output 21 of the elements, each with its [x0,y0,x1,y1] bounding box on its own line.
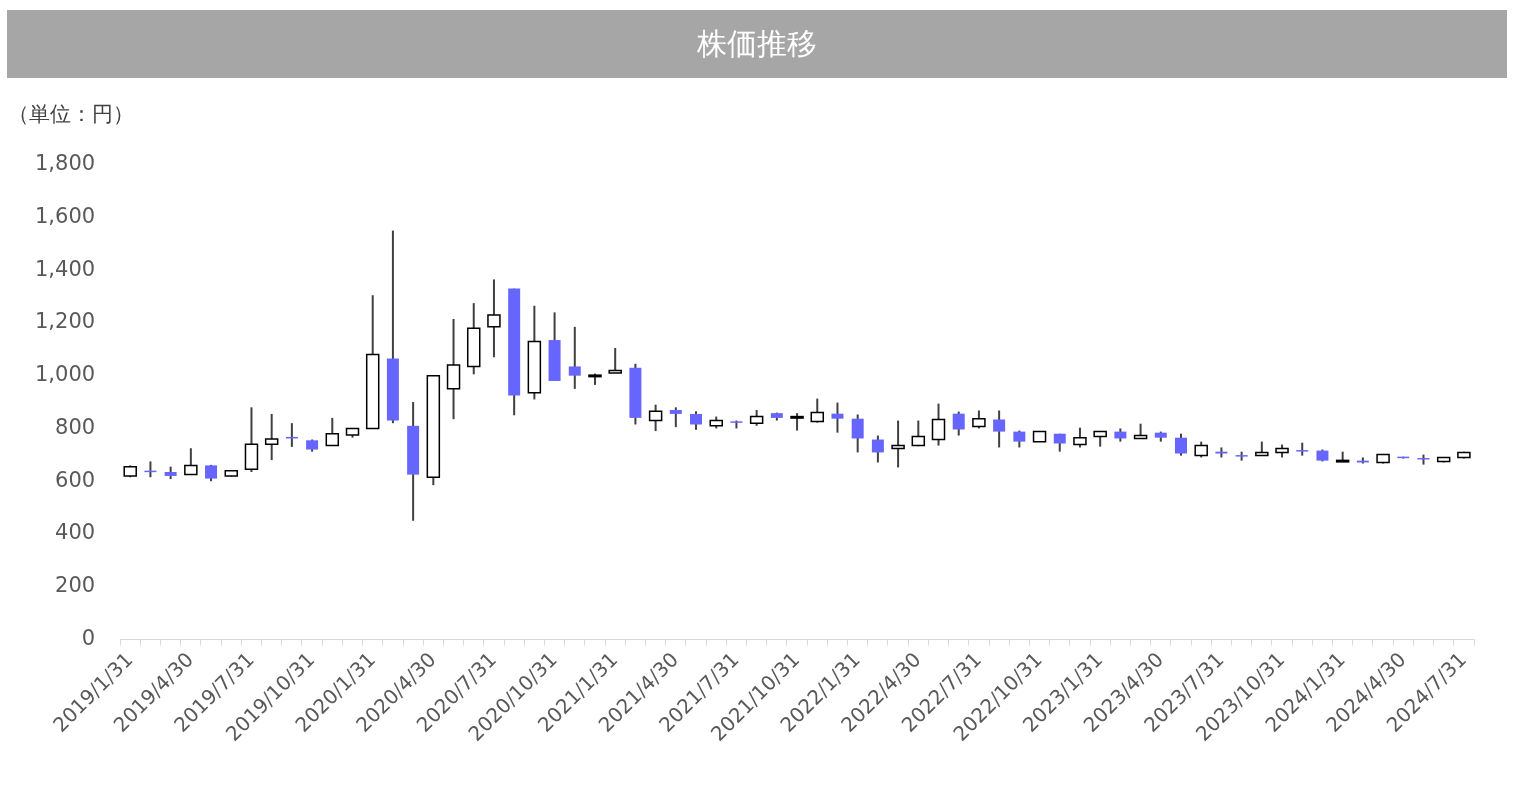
candlestick [952,410,965,437]
y-tick-label: 1,800 [34,151,96,176]
candlestick [669,406,682,429]
y-tick-label: 1,600 [34,203,96,228]
y-tick-label: 0 [81,625,96,650]
candlestick [1175,432,1187,457]
candlestick [690,410,703,431]
candlestick [871,434,884,464]
candlestick [831,401,844,434]
y-axis-title: （単位：円） [8,101,134,128]
chart-title: 株価推移 [7,10,1507,78]
y-tick-label: 800 [55,414,96,439]
y-tick-label: 600 [55,467,96,492]
candlestick [993,409,1006,449]
y-tick-label: 1,000 [34,362,96,387]
y-tick-label: 200 [55,573,96,598]
y-tick-label: 1,400 [34,256,96,281]
candlestick [851,413,864,454]
y-tick-label: 400 [55,520,96,545]
y-tick-label: 1,200 [34,309,96,334]
candlestick [568,325,581,390]
